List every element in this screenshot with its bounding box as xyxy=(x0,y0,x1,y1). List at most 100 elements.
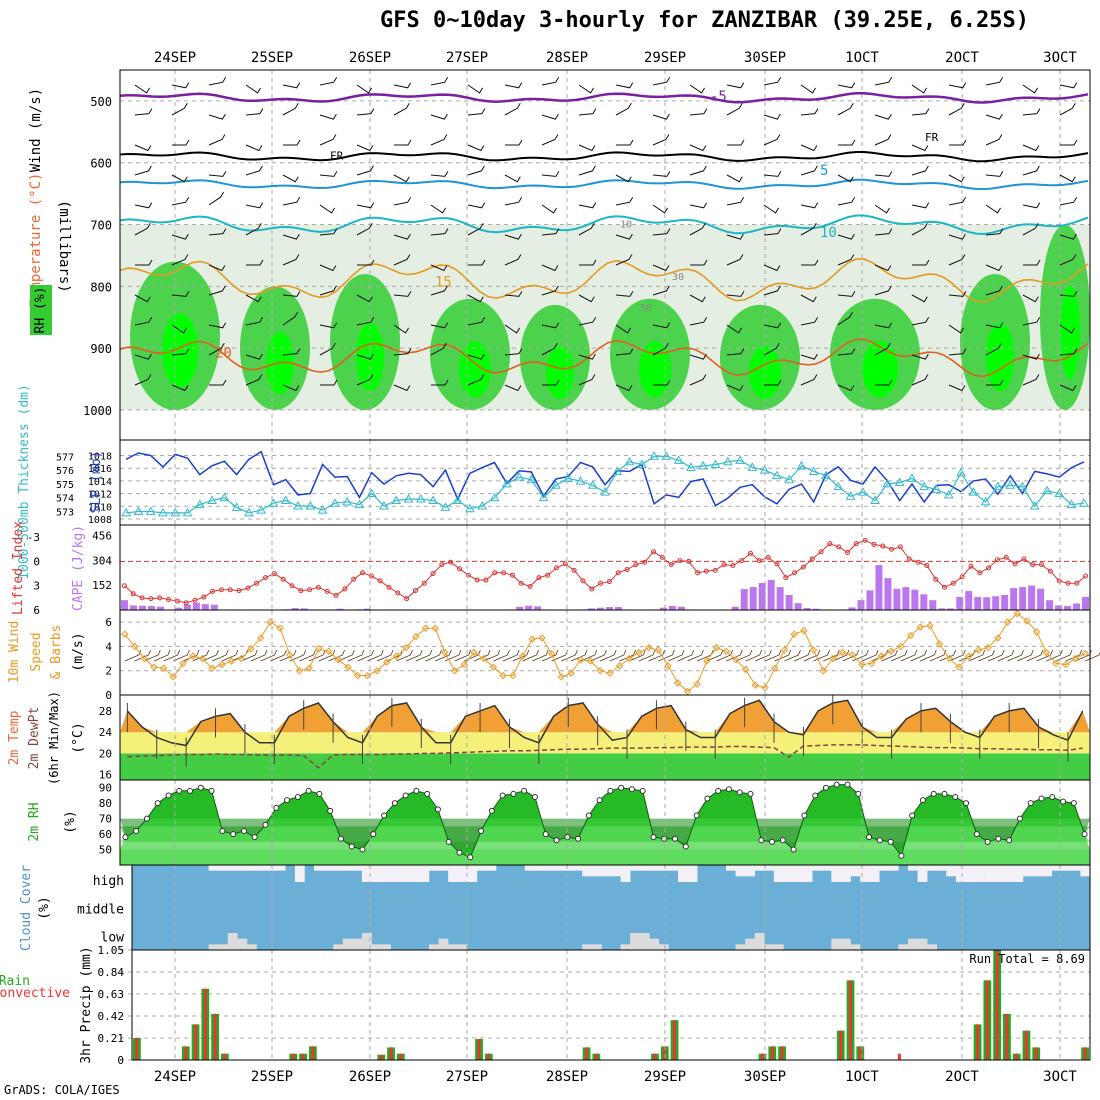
cloud-cell-low xyxy=(649,938,660,950)
wind-barb xyxy=(1022,223,1039,236)
axis-label-precip-conv: Convective xyxy=(0,986,70,1001)
thickness-marker xyxy=(219,492,230,502)
rh-marker xyxy=(1060,798,1067,805)
precip-bar-convective xyxy=(1005,1013,1009,1060)
thickness-marker xyxy=(440,502,451,511)
wind-barb xyxy=(578,202,597,209)
li-marker xyxy=(518,580,524,586)
wind-speed-marker xyxy=(547,650,556,658)
thickness-marker xyxy=(612,466,623,475)
rh-marker xyxy=(650,834,657,841)
wind-barb-10m xyxy=(687,649,704,662)
li-marker xyxy=(386,584,392,590)
rh-marker xyxy=(424,790,431,797)
wind-barb xyxy=(837,82,856,89)
wind-barb xyxy=(134,316,153,326)
wind-barb-10m xyxy=(279,649,297,662)
wind-barb-10m xyxy=(1055,649,1073,662)
rh-marker xyxy=(963,800,970,807)
wind-barb xyxy=(542,379,560,386)
wind-speed-marker xyxy=(790,630,798,638)
cloud-cell-low xyxy=(658,944,669,950)
wind-barb xyxy=(171,324,188,334)
wind-barb xyxy=(726,174,743,183)
date-label-bottom: 24SEP xyxy=(154,1069,196,1085)
li-marker xyxy=(818,549,824,555)
li-marker xyxy=(703,568,709,574)
wind-speed-marker xyxy=(509,671,517,680)
rh-marker xyxy=(984,838,991,845)
wind-barb xyxy=(948,254,966,266)
wind-barb xyxy=(430,343,447,356)
isotherm-10 xyxy=(119,214,1089,236)
wind-barb xyxy=(985,264,1003,272)
rh-marker xyxy=(887,838,894,845)
wind-barb xyxy=(171,254,189,266)
tick-label-slp: 1016 xyxy=(88,464,112,475)
rh-blob-bright xyxy=(546,346,574,399)
wind-barb-10m xyxy=(832,649,850,662)
axis-label-rh2m-units: (%) xyxy=(63,810,78,833)
wind-barb xyxy=(430,76,449,86)
isotherm-freezing xyxy=(119,151,1089,163)
date-label-top: 26SEP xyxy=(349,50,391,66)
wind-barb-10m xyxy=(1007,649,1024,662)
tick-label-pressure: 900 xyxy=(90,342,112,356)
axis-label-temp-2: 2m DewPt xyxy=(27,707,42,770)
thickness-marker xyxy=(919,481,930,491)
li-marker xyxy=(227,587,233,593)
wind-barb xyxy=(467,223,484,236)
thickness-marker xyxy=(121,507,132,517)
wind-barb xyxy=(985,343,1002,356)
rh-marker xyxy=(165,792,172,799)
thickness-marker xyxy=(514,471,524,481)
wind-barb-10m xyxy=(726,649,743,662)
li-marker xyxy=(395,590,401,596)
cloud-cell-low xyxy=(630,933,641,950)
thickness-marker xyxy=(415,494,426,503)
wind-barb-10m xyxy=(376,649,394,662)
rh-legend-swatch xyxy=(30,285,52,335)
cloud-cell-high xyxy=(1032,865,1043,877)
li-marker xyxy=(783,575,789,581)
axis-label-cape: CAPE (J/kg) xyxy=(71,525,86,611)
wind-barb xyxy=(985,171,1004,177)
wind-barb xyxy=(320,379,338,386)
axis-label-millibars: (millibars) xyxy=(56,200,72,293)
cape-bar xyxy=(1046,600,1054,610)
rh-marker xyxy=(758,837,765,844)
cape-bar xyxy=(659,607,667,610)
date-label-bottom: 3OCT xyxy=(1043,1069,1077,1085)
wind-barb xyxy=(652,228,671,236)
cloud-cell-high xyxy=(314,865,324,871)
tick-label-slp: 1012 xyxy=(88,490,112,501)
thickness-marker xyxy=(256,505,267,514)
cloud-cell-high xyxy=(352,865,363,871)
li-marker xyxy=(739,558,745,564)
wind-barb xyxy=(838,139,856,146)
cloud-cell-low xyxy=(246,944,257,950)
thickness-marker xyxy=(735,455,745,464)
wind-speed-marker xyxy=(1013,609,1021,618)
wind-barb xyxy=(578,84,595,94)
wind-barb xyxy=(393,348,412,356)
axis-label-wind-3: & Barbs xyxy=(49,625,64,680)
wind-barb-10m xyxy=(1026,649,1044,662)
tick-label-cape: 304 xyxy=(92,554,112,567)
wind-barb xyxy=(985,285,1003,296)
rh-marker xyxy=(1070,800,1077,807)
wind-barb-10m xyxy=(658,649,675,662)
wind-barb-10m xyxy=(1017,649,1034,662)
wind-barb-10m xyxy=(454,649,472,662)
cloud-cell-high xyxy=(907,865,918,871)
li-marker xyxy=(421,580,427,586)
wind-barb xyxy=(356,353,374,360)
rh-marker xyxy=(284,797,291,804)
date-label-top: 27SEP xyxy=(446,50,488,66)
rh-marker xyxy=(1049,794,1056,800)
wind-barb-10m xyxy=(667,649,685,662)
tick-label-thickness: 575 xyxy=(56,480,74,491)
li-marker xyxy=(571,567,577,573)
wind-barb xyxy=(430,134,448,146)
wind-barb xyxy=(245,374,263,386)
